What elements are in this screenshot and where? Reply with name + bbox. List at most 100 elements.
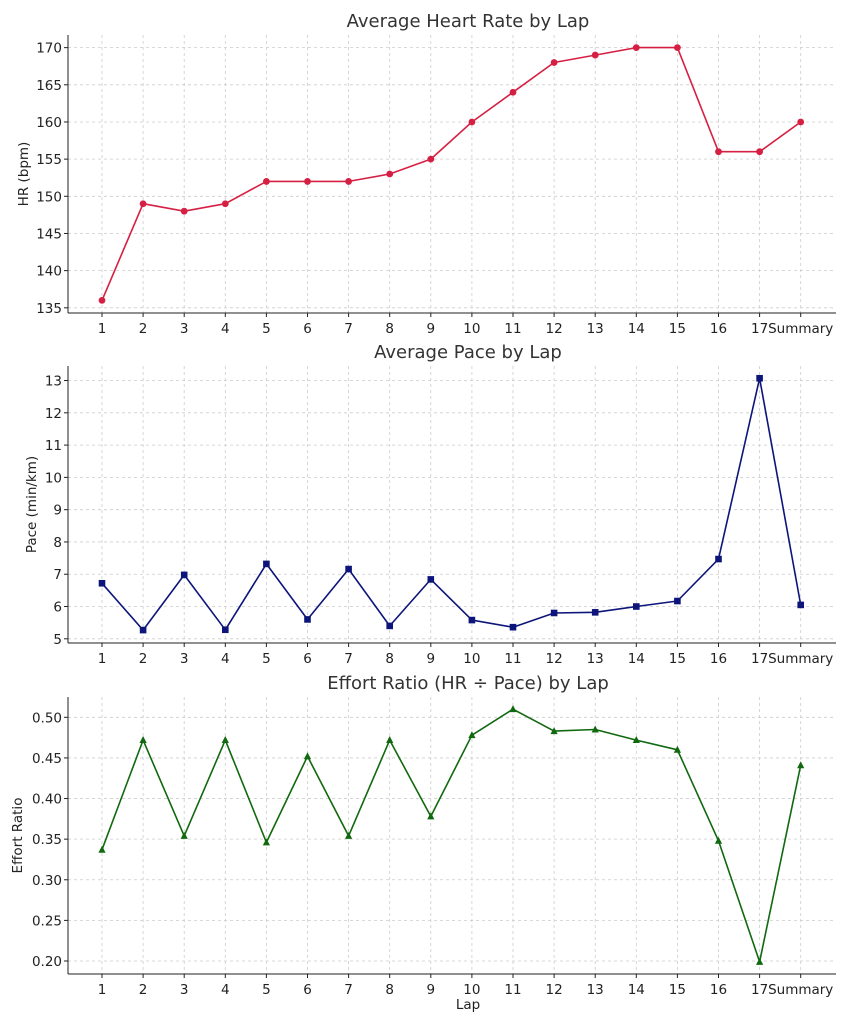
y-axis-label: Effort Ratio [10,798,26,874]
y-tick-label: 0.35 [32,832,62,848]
data-point [756,374,763,382]
data-point [797,118,805,126]
x-tick-label: Summary [768,982,833,998]
y-tick-label: 135 [36,301,62,317]
series-line [101,377,802,631]
x-tick-label: 6 [303,982,312,998]
data-point [180,831,188,839]
x-tick-label: 11 [504,321,521,337]
x-tick-label: 10 [463,651,480,667]
data-point [633,603,640,610]
data-point [139,626,147,634]
y-tick-label: 145 [36,226,62,242]
data-point [180,207,188,215]
data-point [756,957,764,965]
y-tick-label: 160 [36,115,62,131]
x-tick-label: 9 [427,982,436,998]
x-tick-label: 17 [751,982,768,998]
x-tick-label: 16 [710,321,727,337]
data-point [468,616,476,624]
data-point [98,845,106,853]
data-point [509,705,517,713]
x-tick-label: 5 [262,982,271,998]
data-point [139,200,147,208]
y-tick-label: 140 [36,264,62,280]
data-point [345,178,352,185]
x-tick-label: Summary [768,321,833,337]
data-point [427,576,435,583]
x-tick-label: 8 [385,651,394,667]
y-tick-label: 8 [53,535,62,551]
data-point [262,838,270,846]
chart-title: Average Pace by Lap [374,342,562,363]
x-tick-label: 13 [587,321,604,337]
x-tick-label: 1 [98,321,107,337]
x-tick-label: 3 [180,982,189,998]
chart-title: Effort Ratio (HR ÷ Pace) by Lap [327,673,609,694]
x-tick-label: 4 [221,982,230,998]
data-point [550,609,558,617]
data-point [386,736,394,744]
data-point [345,565,352,573]
series-line [101,708,802,963]
data-point [263,560,270,568]
x-tick-label: 3 [180,651,189,667]
data-point [222,626,229,634]
x-tick-label: 11 [504,982,521,998]
x-axis-label: Lap [456,997,480,1013]
x-tick-label: 16 [710,651,727,667]
x-tick-label: 4 [221,651,230,667]
y-tick-label: 150 [36,189,62,205]
x-tick-label: 6 [303,321,312,337]
data-point [550,727,558,735]
y-tick-label: 5 [53,632,62,648]
data-point [98,296,106,304]
x-tick-label: 16 [710,982,727,998]
x-tick-label: 2 [139,651,148,667]
x-tick-label: Summary [768,651,833,667]
x-tick-label: 9 [427,321,436,337]
x-tick-label: 10 [463,982,480,998]
y-tick-label: 6 [53,600,62,616]
data-point [263,178,270,185]
y-axis-label: Pace (min/km) [24,456,40,553]
x-tick-label: 8 [385,982,394,998]
x-tick-label: 14 [628,982,645,998]
y-tick-label: 13 [45,374,62,390]
x-tick-label: 4 [221,321,230,337]
data-point [221,200,229,208]
y-tick-label: 170 [36,41,62,57]
x-tick-label: 14 [628,321,645,337]
y-tick-label: 0.40 [32,792,62,808]
data-point [756,148,763,156]
data-point [509,88,517,96]
data-point [714,836,723,844]
x-tick-label: 2 [139,321,148,337]
y-tick-label: 155 [36,152,62,168]
y-tick-label: 11 [45,438,62,454]
data-point [591,51,599,59]
data-point [221,736,229,744]
x-tick-label: 7 [344,651,353,667]
x-tick-label: 17 [751,651,768,667]
y-tick-label: 0.30 [32,873,62,889]
x-tick-label: 15 [669,651,686,667]
x-tick-label: 6 [303,651,312,667]
data-point [509,623,517,631]
x-tick-label: 9 [427,651,436,667]
data-point [797,761,805,769]
x-tick-label: 12 [546,321,563,337]
x-tick-label: 3 [180,321,189,337]
x-tick-label: 7 [344,321,353,337]
x-tick-label: 8 [385,321,394,337]
x-tick-label: 11 [504,651,521,667]
data-point [304,178,311,185]
data-point [468,118,476,126]
y-tick-label: 0.45 [32,751,62,767]
data-point [386,170,394,178]
data-point [550,59,558,66]
x-tick-label: 1 [98,982,107,998]
